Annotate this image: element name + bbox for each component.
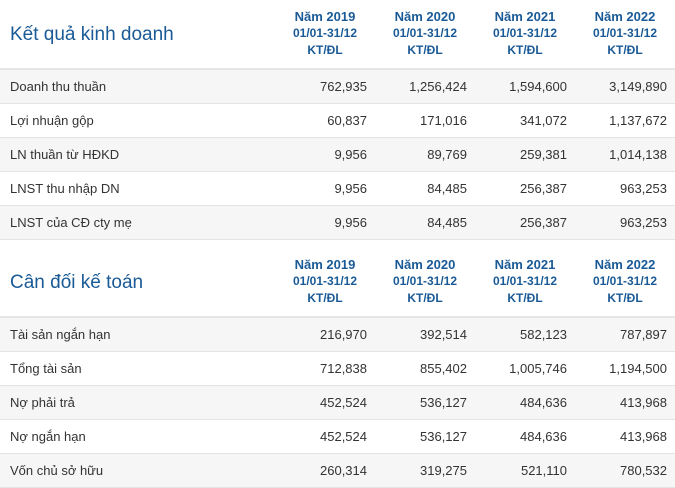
cell-value: 413,968 (620, 429, 667, 444)
table-row: Tài sản ngắn hạn 216,970 392,514 582,123… (0, 318, 675, 352)
column-header-2020: Năm 2020 01/01-31/12 KT/ĐL (375, 0, 475, 68)
cell-value: 319,275 (420, 463, 467, 478)
cell-value: 171,016 (420, 113, 467, 128)
cell-value: 413,968 (620, 395, 667, 410)
row-label[interactable]: Nợ phải trả (10, 395, 75, 410)
column-header-2021: Năm 2021 01/01-31/12 KT/ĐL (475, 0, 575, 68)
column-year: Năm 2020 (394, 257, 456, 272)
section-title[interactable]: Kết quả kinh doanh (10, 24, 174, 45)
column-year: Năm 2022 (594, 257, 656, 272)
cell-value: 216,970 (320, 327, 367, 342)
cell-value: 1,194,500 (609, 361, 667, 376)
column-status: KT/ĐL (407, 43, 443, 57)
cell-value: 260,314 (320, 463, 367, 478)
column-status: KT/ĐL (507, 43, 543, 57)
cell-value: 787,897 (620, 327, 667, 342)
cell-value: 341,072 (520, 113, 567, 128)
income-statement-header: Kết quả kinh doanh Năm 2019 01/01-31/12 … (0, 0, 675, 70)
cell-value: 963,253 (620, 215, 667, 230)
cell-value: 84,485 (427, 181, 467, 196)
column-year: Năm 2022 (594, 9, 656, 24)
table-row: Doanh thu thuần 762,935 1,256,424 1,594,… (0, 70, 675, 104)
cell-value: 582,123 (520, 327, 567, 342)
column-status: KT/ĐL (307, 43, 343, 57)
cell-value: 452,524 (320, 395, 367, 410)
column-year: Năm 2021 (494, 9, 556, 24)
row-label[interactable]: LNST của CĐ cty mẹ (10, 215, 132, 230)
column-status: KT/ĐL (307, 291, 343, 305)
cell-value: 9,956 (334, 181, 367, 196)
column-header-2021: Năm 2021 01/01-31/12 KT/ĐL (475, 240, 575, 316)
table-row: LNST của CĐ cty mẹ 9,956 84,485 256,387 … (0, 206, 675, 240)
column-status: KT/ĐL (607, 43, 643, 57)
column-year: Năm 2020 (394, 9, 456, 24)
cell-value: 392,514 (420, 327, 467, 342)
cell-value: 60,837 (327, 113, 367, 128)
row-label[interactable]: LN thuần từ HĐKD (10, 147, 120, 162)
column-period: 01/01-31/12 (592, 274, 658, 288)
cell-value: 855,402 (420, 361, 467, 376)
cell-value: 3,149,890 (609, 79, 667, 94)
cell-value: 89,769 (427, 147, 467, 162)
balance-sheet-header: Cân đối kế toán Năm 2019 01/01-31/12 KT/… (0, 240, 675, 318)
cell-value: 256,387 (520, 215, 567, 230)
cell-value: 452,524 (320, 429, 367, 444)
row-label[interactable]: Lợi nhuận gộp (10, 113, 94, 128)
cell-value: 712,838 (320, 361, 367, 376)
balance-sheet-section: Cân đối kế toán Năm 2019 01/01-31/12 KT/… (0, 240, 675, 488)
cell-value: 259,381 (520, 147, 567, 162)
column-year: Năm 2021 (494, 257, 556, 272)
cell-value: 521,110 (520, 463, 567, 478)
column-period: 01/01-31/12 (392, 26, 458, 40)
table-row: LNST thu nhập DN 9,956 84,485 256,387 96… (0, 172, 675, 206)
table-row: Tổng tài sản 712,838 855,402 1,005,746 1… (0, 352, 675, 386)
column-status: KT/ĐL (607, 291, 643, 305)
column-year: Năm 2019 (294, 257, 356, 272)
column-header-2022: Năm 2022 01/01-31/12 KT/ĐL (575, 240, 675, 316)
cell-value: 9,956 (334, 215, 367, 230)
column-header-2020: Năm 2020 01/01-31/12 KT/ĐL (375, 240, 475, 316)
column-period: 01/01-31/12 (592, 26, 658, 40)
row-label[interactable]: Vốn chủ sở hữu (10, 463, 104, 478)
income-statement-section: Kết quả kinh doanh Năm 2019 01/01-31/12 … (0, 0, 675, 240)
section-title[interactable]: Cân đối kế toán (10, 272, 144, 293)
cell-value: 256,387 (520, 181, 567, 196)
cell-value: 536,127 (420, 429, 467, 444)
column-header-2019: Năm 2019 01/01-31/12 KT/ĐL (275, 0, 375, 68)
row-label[interactable]: LNST thu nhập DN (10, 181, 120, 196)
column-period: 01/01-31/12 (292, 274, 358, 288)
row-label[interactable]: Tài sản ngắn hạn (10, 327, 111, 342)
cell-value: 1,005,746 (509, 361, 567, 376)
cell-value: 484,636 (520, 429, 567, 444)
table-row: Lợi nhuận gộp 60,837 171,016 341,072 1,1… (0, 104, 675, 138)
table-row: Vốn chủ sở hữu 260,314 319,275 521,110 7… (0, 454, 675, 488)
cell-value: 1,137,672 (609, 113, 667, 128)
row-label[interactable]: Tổng tài sản (10, 361, 82, 376)
column-header-2019: Năm 2019 01/01-31/12 KT/ĐL (275, 240, 375, 316)
row-label[interactable]: Doanh thu thuần (10, 79, 107, 94)
column-period: 01/01-31/12 (492, 274, 558, 288)
cell-value: 9,956 (334, 147, 367, 162)
cell-value: 780,532 (620, 463, 667, 478)
column-period: 01/01-31/12 (292, 26, 358, 40)
cell-value: 963,253 (620, 181, 667, 196)
cell-value: 536,127 (420, 395, 467, 410)
column-header-2022: Năm 2022 01/01-31/12 KT/ĐL (575, 0, 675, 68)
table-row: LN thuần từ HĐKD 9,956 89,769 259,381 1,… (0, 138, 675, 172)
table-row: Nợ ngắn hạn 452,524 536,127 484,636 413,… (0, 420, 675, 454)
cell-value: 1,594,600 (509, 79, 567, 94)
column-status: KT/ĐL (407, 291, 443, 305)
column-period: 01/01-31/12 (492, 26, 558, 40)
column-status: KT/ĐL (507, 291, 543, 305)
cell-value: 1,256,424 (409, 79, 467, 94)
cell-value: 484,636 (520, 395, 567, 410)
column-period: 01/01-31/12 (392, 274, 458, 288)
row-label[interactable]: Nợ ngắn hạn (10, 429, 86, 444)
cell-value: 1,014,138 (609, 147, 667, 162)
column-year: Năm 2019 (294, 9, 356, 24)
cell-value: 84,485 (427, 215, 467, 230)
cell-value: 762,935 (320, 79, 367, 94)
table-row: Nợ phải trả 452,524 536,127 484,636 413,… (0, 386, 675, 420)
